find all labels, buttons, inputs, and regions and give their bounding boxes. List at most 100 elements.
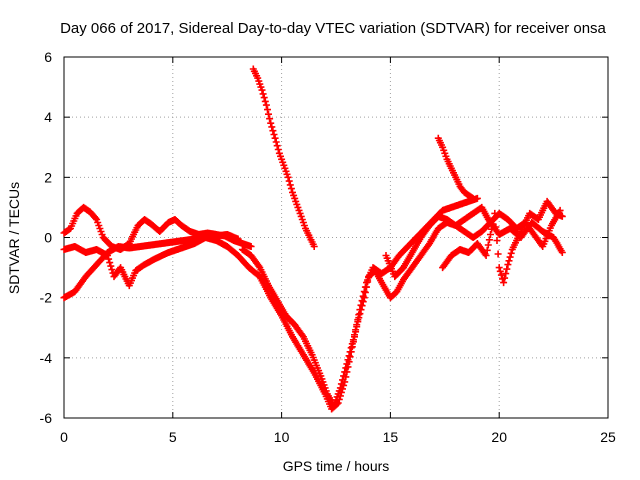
x-tick-label: 10 [274, 429, 290, 445]
y-axis-label: SDTVAR / TECUs [6, 182, 22, 294]
data-point [500, 279, 508, 287]
x-tick-label: 25 [600, 429, 616, 445]
data-point [485, 236, 493, 244]
data-point [310, 243, 318, 250]
data-point [349, 336, 357, 344]
data-point [255, 262, 263, 270]
x-tick-label: 20 [491, 429, 507, 445]
data-point [493, 237, 501, 244]
y-tick-label: 2 [44, 169, 52, 185]
data-point [358, 297, 366, 305]
data-point [507, 249, 515, 257]
data-point [336, 384, 344, 392]
data-point [339, 376, 346, 384]
data-point [492, 223, 500, 231]
data-point [495, 264, 503, 272]
data-point [265, 110, 272, 118]
y-tick-label: -4 [40, 350, 53, 366]
data-point [354, 316, 362, 324]
data-point [355, 311, 363, 319]
data-point [267, 119, 275, 127]
y-tick-label: 6 [44, 49, 52, 65]
x-tick-label: 0 [60, 429, 68, 445]
data-point [343, 360, 351, 368]
data-point [502, 270, 510, 278]
data-point [258, 86, 266, 94]
data-point [346, 348, 354, 356]
series-track-8 [382, 206, 564, 281]
data-point [360, 288, 368, 296]
data-point [347, 344, 355, 352]
x-axis: 0 5 10 15 20 25 [60, 57, 616, 445]
data-point [341, 368, 349, 376]
data-point [284, 173, 292, 181]
data-point [271, 134, 279, 142]
data-point [353, 321, 361, 329]
data-point [285, 177, 293, 185]
y-tick-label: 0 [44, 230, 52, 246]
y-axis: -6 -4 -2 0 2 4 6 [40, 49, 608, 426]
data-point [92, 214, 100, 222]
x-axis-label: GPS time / hours [283, 458, 390, 474]
data-point [273, 142, 281, 150]
data-point [482, 252, 490, 259]
data-point [488, 225, 496, 233]
data-point [483, 246, 491, 254]
data-point [105, 255, 113, 263]
data-series [60, 65, 566, 413]
data-point [484, 241, 492, 249]
data-point [298, 331, 306, 339]
data-point [270, 131, 278, 138]
data-point [337, 380, 345, 388]
y-tick-label: -2 [40, 290, 53, 306]
data-point [268, 123, 276, 131]
data-point [504, 261, 512, 269]
series-track-5 [249, 65, 318, 250]
data-point [264, 106, 271, 114]
chart-title: Day 066 of 2017, Sidereal Day-to-day VTE… [60, 20, 606, 37]
data-point [351, 331, 358, 339]
data-point [259, 90, 267, 98]
data-point [503, 265, 511, 273]
data-point [247, 243, 255, 250]
data-point [344, 356, 352, 364]
series-track-4 [238, 194, 481, 410]
data-point [506, 253, 514, 261]
data-point [106, 259, 114, 267]
data-point [262, 101, 270, 109]
data-point [558, 249, 566, 256]
series-track-6 [434, 134, 477, 202]
data-point [496, 267, 504, 275]
data-point [261, 97, 269, 105]
data-point [481, 250, 489, 258]
data-point [356, 306, 364, 314]
data-point [340, 372, 348, 380]
x-tick-label: 15 [383, 429, 399, 445]
data-point [487, 231, 494, 238]
data-point [494, 250, 502, 258]
data-point [104, 252, 111, 259]
y-tick-label: -6 [40, 410, 53, 426]
data-point [501, 274, 509, 282]
data-point [274, 146, 282, 153]
grid-lines [64, 57, 608, 418]
data-point [359, 292, 367, 300]
data-point [357, 301, 365, 309]
data-point [269, 127, 277, 135]
data-point [556, 206, 564, 214]
series-track-2 [60, 203, 255, 253]
data-point [260, 94, 268, 102]
data-point [107, 262, 115, 270]
data-point [505, 257, 513, 265]
data-point [272, 138, 280, 146]
data-point [345, 352, 353, 360]
data-point [266, 115, 274, 123]
data-point [287, 185, 295, 193]
data-point [361, 283, 369, 291]
x-tick-label: 5 [169, 429, 177, 445]
data-point [469, 194, 477, 202]
data-point [286, 181, 294, 189]
data-point [342, 364, 350, 372]
data-point [348, 340, 356, 348]
